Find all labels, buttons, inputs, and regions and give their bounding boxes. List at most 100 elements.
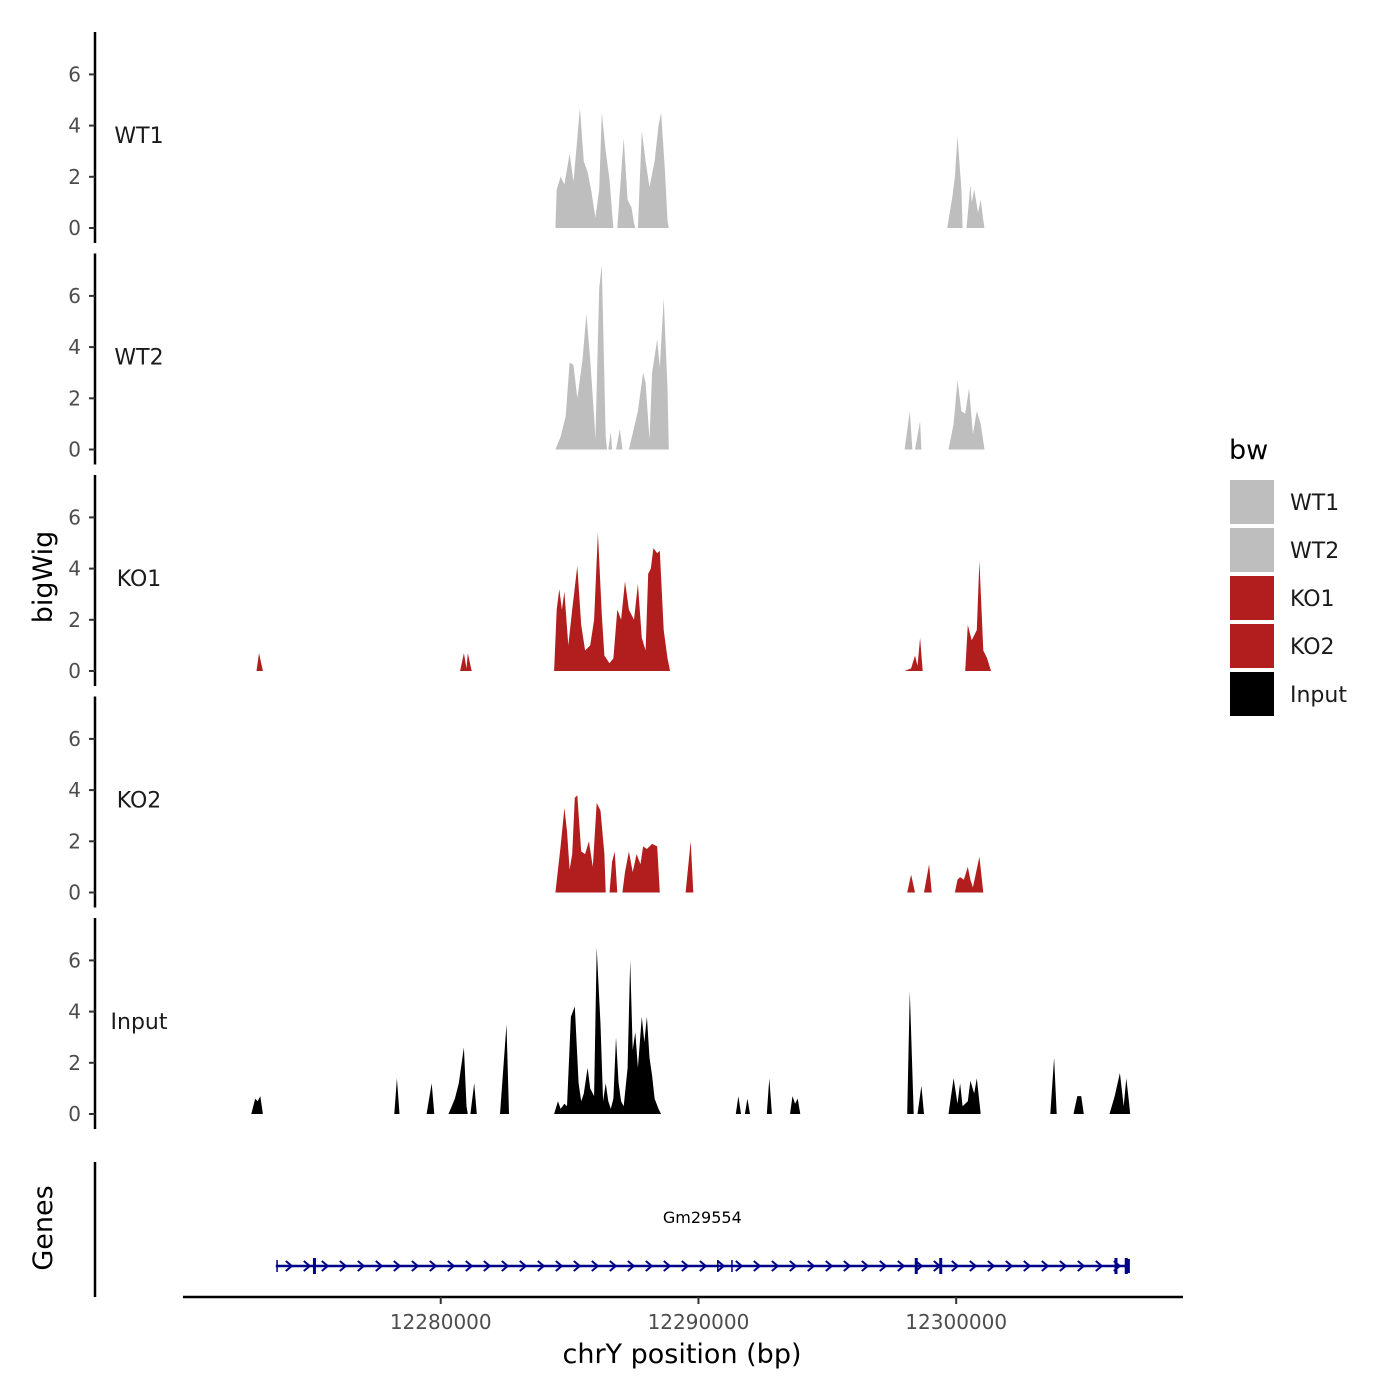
- coverage-peak-ko1: [460, 653, 472, 671]
- strand-arrow: [735, 1260, 744, 1272]
- y-tick-label: 2: [68, 1051, 81, 1075]
- strand-arrow: [609, 1260, 618, 1272]
- coverage-peak-ko2: [555, 795, 606, 893]
- strand-arrow: [537, 1260, 546, 1272]
- strand-arrow: [303, 1260, 312, 1272]
- track-label-ko1: KO1: [117, 567, 162, 592]
- legend-label: WT2: [1290, 539, 1339, 564]
- coverage-tracks: 0 2 4 6 WT1 0 2 4 6 WT2 0 2 4 6 KO1 0 2 4 6 KO2 0 2 4 6 Input: [68, 32, 1131, 1129]
- y-tick-label: 2: [68, 165, 81, 189]
- coverage-peak-wt2: [608, 431, 613, 450]
- gene-end-exon: [1124, 1259, 1130, 1273]
- x-tick-label: 12280000: [390, 1310, 492, 1334]
- legend-swatch: [1230, 576, 1274, 620]
- x-axis-title: chrY position (bp): [562, 1339, 801, 1370]
- strand-arrow: [987, 1260, 996, 1272]
- coverage-peak-input: [1109, 1073, 1131, 1114]
- strand-arrow: [627, 1260, 636, 1272]
- strand-arrow: [699, 1260, 708, 1272]
- strand-arrow: [1059, 1260, 1068, 1272]
- legend-swatch: [1230, 528, 1274, 572]
- strand-arrow: [357, 1260, 366, 1272]
- x-tick-label: 12290000: [648, 1310, 750, 1334]
- y-tick-label: 4: [68, 1000, 81, 1024]
- gene-name-label: Gm29554: [663, 1208, 742, 1227]
- strand-arrow: [789, 1260, 798, 1272]
- track-ko2: 0 2 4 6 KO2: [68, 696, 984, 908]
- coverage-peak-input: [907, 991, 914, 1114]
- strand-arrow: [645, 1260, 654, 1272]
- coverage-peak-input: [554, 947, 662, 1114]
- legend: bw WT1 WT2 KO1 KO2 Input: [1229, 435, 1347, 716]
- strand-arrow: [969, 1260, 978, 1272]
- coverage-peak-wt2: [628, 298, 669, 450]
- track-label-wt2: WT2: [114, 346, 163, 371]
- coverage-peak-input: [251, 1096, 263, 1114]
- strand-arrow: [843, 1260, 852, 1272]
- strand-arrow: [285, 1260, 294, 1272]
- strand-arrow: [375, 1260, 384, 1272]
- legend-items: WT1 WT2 KO1 KO2 Input: [1230, 480, 1347, 716]
- strand-arrow: [717, 1260, 726, 1272]
- y-tick-label: 6: [68, 948, 81, 972]
- strand-arrow: [465, 1260, 474, 1272]
- strand-arrow: [861, 1260, 870, 1272]
- legend-label: KO1: [1290, 587, 1335, 612]
- strand-arrow: [753, 1260, 762, 1272]
- y-tick-label: 6: [68, 62, 81, 86]
- y-tick-label: 0: [68, 438, 81, 462]
- y-tick-label: 0: [68, 659, 81, 683]
- y-tick-label: 6: [68, 727, 81, 751]
- y-tick-label: 2: [68, 386, 81, 410]
- coverage-peak-input: [426, 1083, 435, 1114]
- track-wt1: 0 2 4 6 WT1: [68, 32, 985, 243]
- y-tick-label: 4: [68, 335, 81, 359]
- strand-arrow: [483, 1260, 492, 1272]
- strand-arrow: [807, 1260, 816, 1272]
- x-tick-label: 12300000: [905, 1310, 1007, 1334]
- coverage-peak-ko1: [904, 637, 923, 671]
- strand-arrow: [447, 1260, 456, 1272]
- genes-track-title: Genes: [28, 1185, 59, 1270]
- strand-arrow: [1023, 1260, 1032, 1272]
- y-tick-label: 6: [68, 505, 81, 529]
- strand-arrow: [879, 1260, 888, 1272]
- y-tick-label: 2: [68, 608, 81, 632]
- y-tick-label: 0: [68, 881, 81, 905]
- coverage-peak-wt2: [616, 429, 623, 450]
- coverage-peak-ko1: [965, 560, 991, 671]
- coverage-peak-wt1: [555, 107, 614, 228]
- strand-arrow: [681, 1260, 690, 1272]
- coverage-peak-ko1: [256, 653, 263, 671]
- strand-arrow: [555, 1260, 564, 1272]
- y-tick-label: 0: [68, 216, 81, 240]
- strand-arrow: [951, 1260, 960, 1272]
- coverage-peak-wt1: [966, 184, 985, 228]
- strand-arrow: [825, 1260, 834, 1272]
- legend-label: Input: [1290, 683, 1347, 708]
- strand-arrow: [501, 1260, 510, 1272]
- coverage-peak-input: [448, 1047, 468, 1114]
- coverage-peak-ko2: [685, 841, 694, 893]
- legend-label: WT1: [1290, 491, 1339, 516]
- y-tick-label: 2: [68, 829, 81, 853]
- gene-glyphs: Gm29554: [275, 1208, 1130, 1274]
- legend-swatch: [1230, 480, 1274, 524]
- coverage-peak-input: [744, 1098, 750, 1114]
- coverage-peak-input: [948, 1078, 981, 1114]
- legend-label: KO2: [1290, 635, 1335, 660]
- coverage-peak-ko2: [622, 843, 660, 893]
- y-tick-label: 4: [68, 557, 81, 581]
- strand-arrow: [429, 1260, 438, 1272]
- track-label-input: Input: [111, 1010, 168, 1035]
- coverage-peak-input: [735, 1096, 741, 1114]
- x-ticks: 12280000 12290000 12300000: [390, 1297, 1007, 1334]
- coverage-peak-input: [500, 1024, 509, 1114]
- y-tick-label: 4: [68, 778, 81, 802]
- x-axis: 12280000 12290000 12300000 chrY position (…: [183, 1295, 1183, 1370]
- track-label-wt1: WT1: [114, 124, 163, 149]
- y-tick-label: 4: [68, 114, 81, 138]
- strand-arrow: [573, 1260, 582, 1272]
- coverage-peak-input: [1073, 1096, 1084, 1114]
